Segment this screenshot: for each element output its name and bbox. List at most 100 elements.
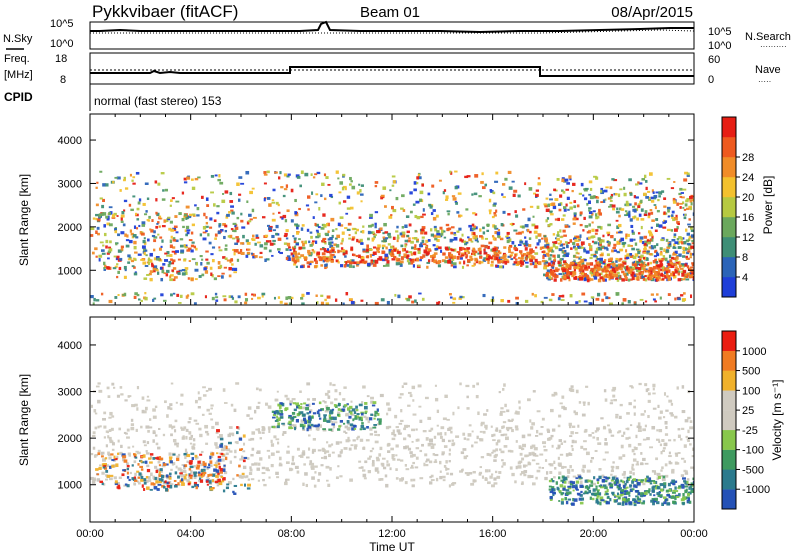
echo-cell — [218, 174, 221, 178]
echo-cell — [468, 424, 472, 427]
echo-cell — [632, 458, 637, 462]
echo-cell — [681, 457, 685, 460]
echo-cell — [594, 232, 598, 235]
echo-cell — [317, 226, 321, 229]
echo-cell — [674, 461, 678, 465]
echo-cell — [392, 457, 396, 461]
echo-cell — [331, 451, 335, 454]
echo-cell — [435, 214, 439, 218]
echo-cell — [593, 269, 597, 272]
power-x-axis — [89, 114, 695, 305]
echo-cell — [359, 438, 364, 442]
echo-cell — [564, 268, 568, 272]
echo-cell — [247, 406, 252, 410]
echo-cell — [672, 489, 676, 492]
echo-cell — [581, 468, 585, 472]
echo-cell — [417, 250, 421, 255]
echo-cell — [371, 237, 375, 241]
echo-cell — [545, 261, 549, 264]
echo-cell — [660, 494, 663, 498]
echo-cell — [463, 437, 467, 440]
echo-cell — [385, 246, 388, 250]
echo-cell — [369, 248, 373, 251]
echo-cell — [622, 265, 625, 268]
echo-cell — [283, 188, 288, 191]
echo-cell — [205, 442, 209, 445]
echo-cell — [220, 480, 225, 483]
echo-cell — [575, 480, 580, 484]
echo-cell — [293, 408, 297, 412]
echo-cell — [543, 445, 546, 448]
echo-cell — [669, 259, 673, 263]
echo-cell — [529, 205, 534, 208]
echo-cell — [242, 234, 245, 239]
echo-cell — [263, 173, 268, 176]
echo-cell — [622, 244, 625, 248]
echo-cell — [247, 248, 251, 251]
echo-cell — [586, 487, 590, 491]
echo-cell — [436, 301, 440, 305]
echo-cell — [635, 196, 639, 199]
echo-cell — [241, 472, 245, 476]
echo-cell — [285, 184, 289, 188]
echo-cell — [136, 218, 140, 221]
echo-cell — [530, 445, 533, 450]
echo-cell — [520, 255, 524, 260]
echo-cell — [216, 469, 220, 473]
echo-cell — [506, 260, 510, 264]
echo-cell — [374, 301, 379, 305]
echo-cell — [396, 225, 399, 229]
echo-cell — [578, 268, 583, 272]
echo-cell — [646, 251, 649, 255]
echo-cell — [257, 428, 261, 432]
echo-cell — [611, 267, 616, 272]
echo-cell — [352, 439, 356, 442]
echo-cell — [663, 248, 666, 252]
echo-cell — [199, 469, 203, 472]
echo-cell — [507, 419, 511, 422]
echo-cell — [487, 481, 491, 485]
echo-cell — [589, 270, 592, 275]
echo-cell — [183, 478, 187, 481]
echo-cell — [491, 215, 495, 219]
echo-cell — [640, 199, 643, 204]
echo-cell — [514, 253, 517, 258]
echo-cell — [413, 237, 418, 240]
echo-cell — [532, 482, 536, 486]
echo-cell — [644, 477, 647, 481]
echo-cell — [291, 419, 294, 422]
echo-cell — [633, 503, 637, 507]
echo-cell — [197, 473, 202, 477]
echo-cell — [255, 236, 260, 239]
echo-cell — [443, 189, 447, 192]
echo-cell — [560, 299, 565, 301]
echo-cell — [606, 488, 609, 493]
echo-cell — [202, 473, 205, 476]
echo-cell — [312, 216, 315, 219]
echo-cell — [595, 247, 599, 252]
echo-cell — [562, 260, 567, 264]
echo-cell — [90, 234, 94, 237]
echo-cell — [601, 269, 605, 273]
echo-cell — [198, 476, 203, 479]
echo-cell — [493, 455, 497, 459]
echo-cell — [267, 196, 271, 200]
echo-cell — [561, 465, 565, 469]
echo-cell — [185, 217, 188, 220]
echo-cell — [210, 253, 214, 256]
echo-cell — [170, 382, 174, 385]
echo-cell — [560, 442, 564, 445]
echo-cell — [437, 260, 441, 264]
echo-cell — [193, 471, 198, 474]
echo-cell — [432, 453, 435, 456]
echo-cell — [126, 476, 130, 479]
echo-cell — [686, 174, 690, 177]
echo-cell — [517, 465, 522, 469]
echo-cell — [217, 478, 221, 483]
echo-cell — [649, 482, 653, 485]
echo-cell — [579, 272, 583, 275]
echo-cell — [269, 242, 274, 246]
echo-cell — [291, 256, 296, 260]
echo-cell — [272, 242, 276, 246]
echo-cell — [653, 494, 656, 497]
